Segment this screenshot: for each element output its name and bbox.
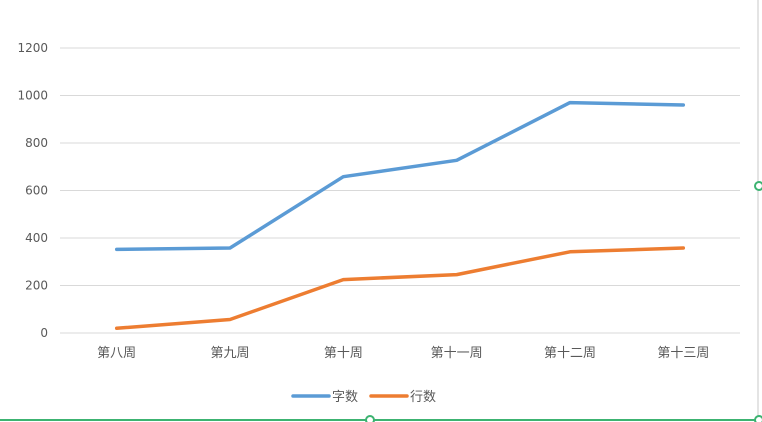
- series-lines: [114, 100, 686, 331]
- x-tick-label: 第九周: [210, 346, 249, 361]
- x-tick-label: 第十二周: [544, 346, 596, 361]
- y-tick-label: 1200: [17, 41, 48, 55]
- x-tick-label: 第十一周: [431, 346, 483, 361]
- resize-handle-bottom[interactable]: [365, 415, 375, 422]
- x-axis: 第八周 第九周 第十周 第十一周 第十二周 第十三周: [97, 346, 709, 361]
- y-tick-label: 400: [25, 231, 48, 245]
- series-line: [114, 100, 686, 252]
- legend: 字数 行数: [291, 390, 436, 405]
- legend-label: 字数: [332, 390, 358, 405]
- y-tick-label: 800: [25, 136, 48, 150]
- x-tick-label: 第十三周: [657, 346, 709, 361]
- legend-label: 行数: [410, 390, 436, 405]
- series-line: [114, 246, 686, 331]
- y-axis: 0 200 400 600 800 1000 1200: [17, 41, 48, 340]
- x-tick-label: 第八周: [97, 346, 136, 361]
- resize-handle-corner[interactable]: [754, 415, 762, 422]
- y-tick-label: 200: [25, 279, 48, 293]
- y-tick-label: 600: [25, 184, 48, 198]
- y-tick-label: 1000: [17, 89, 48, 103]
- y-tick-label: 0: [40, 326, 48, 340]
- gridlines: [60, 47, 740, 334]
- resize-handle-right[interactable]: [754, 181, 762, 191]
- x-tick-label: 第十周: [324, 346, 363, 361]
